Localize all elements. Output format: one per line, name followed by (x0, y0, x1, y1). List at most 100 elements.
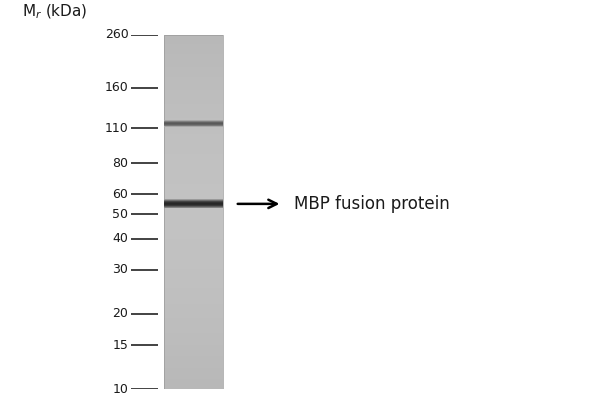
Bar (164, 202, 223, 205)
Bar (164, 256, 223, 258)
Bar (164, 220, 223, 223)
Bar (164, 190, 223, 193)
Bar (164, 164, 223, 166)
Bar (164, 204, 223, 205)
Bar (164, 52, 223, 54)
Bar (164, 199, 223, 200)
Bar (164, 353, 223, 356)
Bar (164, 385, 223, 388)
Text: 260: 260 (104, 28, 128, 41)
Bar (164, 360, 223, 363)
Bar (164, 123, 223, 124)
Bar (164, 162, 223, 164)
Bar (164, 307, 223, 310)
Bar (164, 34, 223, 37)
Bar (164, 122, 223, 123)
Bar (164, 205, 223, 206)
Bar (164, 275, 223, 278)
Bar (164, 146, 223, 148)
Text: 50: 50 (112, 208, 128, 221)
Bar (164, 259, 223, 262)
Bar (164, 300, 223, 302)
Bar (164, 98, 223, 100)
Bar (164, 125, 223, 126)
Bar (164, 134, 223, 136)
Bar (164, 222, 223, 224)
Bar (164, 158, 223, 161)
Bar (164, 264, 223, 267)
Bar (164, 210, 223, 212)
Bar (164, 194, 223, 196)
Bar (164, 212, 223, 214)
Bar (164, 374, 223, 377)
Bar (164, 332, 223, 334)
Bar (164, 156, 223, 159)
Bar (164, 120, 223, 121)
Bar (164, 140, 223, 143)
Bar (164, 378, 223, 380)
Bar (164, 172, 223, 175)
Bar (164, 250, 223, 253)
Bar (164, 197, 223, 200)
Bar (164, 204, 223, 205)
Bar (164, 305, 223, 308)
Bar (164, 202, 223, 203)
Bar (164, 284, 223, 286)
Bar (164, 229, 223, 232)
Bar (164, 192, 223, 194)
Bar (164, 151, 223, 154)
Bar (164, 252, 223, 255)
Bar (164, 93, 223, 95)
Text: M$_r$ (kDa): M$_r$ (kDa) (22, 2, 88, 21)
Bar (164, 123, 223, 124)
Bar (164, 215, 223, 218)
Bar (164, 135, 223, 138)
Bar (164, 114, 223, 116)
Bar (164, 201, 223, 202)
Bar (164, 125, 223, 126)
Text: 40: 40 (113, 232, 128, 245)
Bar (164, 124, 223, 125)
Bar (164, 200, 223, 201)
Bar (164, 362, 223, 364)
Bar (164, 180, 223, 182)
Bar (164, 254, 223, 256)
Bar (164, 100, 223, 102)
Bar (164, 207, 223, 208)
Bar (164, 350, 223, 352)
Text: 30: 30 (113, 263, 128, 276)
Bar (164, 266, 223, 269)
Bar (164, 326, 223, 329)
Bar (164, 245, 223, 248)
Bar (164, 61, 223, 63)
Bar (164, 289, 223, 292)
Bar (164, 358, 223, 361)
Bar (164, 82, 223, 84)
Bar (164, 205, 223, 206)
Bar (164, 199, 223, 202)
Bar (164, 87, 223, 90)
Bar (164, 208, 223, 210)
Bar (164, 112, 223, 115)
Bar (164, 200, 223, 201)
Bar (164, 153, 223, 155)
Bar (164, 316, 223, 318)
Bar (164, 66, 223, 68)
Bar (164, 73, 223, 76)
Bar (164, 124, 223, 125)
Bar (164, 48, 223, 51)
Bar (164, 224, 223, 226)
Bar (164, 124, 223, 125)
Bar (164, 357, 223, 359)
Bar (164, 57, 223, 60)
Bar (164, 339, 223, 342)
Bar (164, 160, 223, 162)
Bar (164, 86, 223, 88)
Bar (164, 94, 223, 97)
Bar (164, 336, 223, 338)
Bar (164, 367, 223, 370)
Bar (164, 304, 223, 306)
Bar (164, 122, 223, 123)
Bar (164, 121, 223, 122)
Bar (164, 78, 223, 81)
